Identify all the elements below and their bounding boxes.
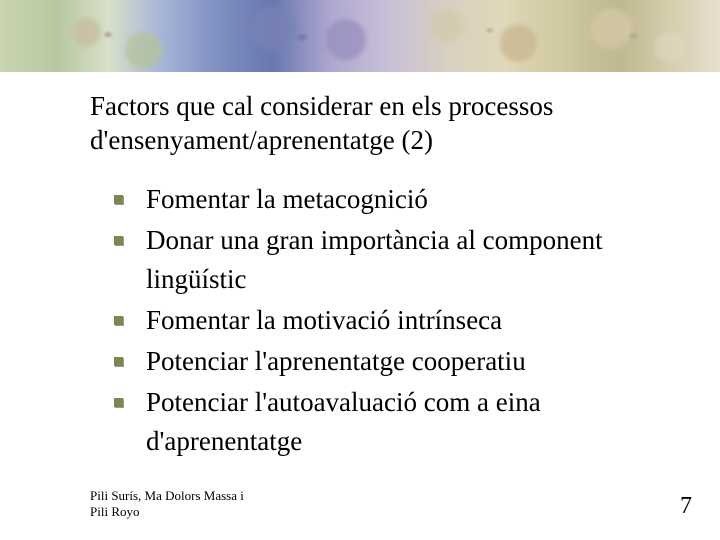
list-item: Potenciar l'aprenentatge cooperatiu [114,342,660,381]
bullet-list: Fomentar la metacognició Donar una gran … [90,180,660,462]
slide-title: Factors que cal considerar en els proces… [90,90,660,158]
decorative-banner [0,0,720,72]
list-item: Donar una gran importància al component … [114,221,660,299]
list-item: Potenciar l'autoavaluació com a eina d'a… [114,383,660,461]
list-item: Fomentar la metacognició [114,180,660,219]
list-item: Fomentar la motivació intrínseca [114,301,660,340]
footer-authors: Pili Surís, Ma Dolors Massa i Pili Royo [90,488,250,521]
footer-page-number: 7 [680,493,692,520]
slide-content: Factors que cal considerar en els proces… [0,72,720,461]
